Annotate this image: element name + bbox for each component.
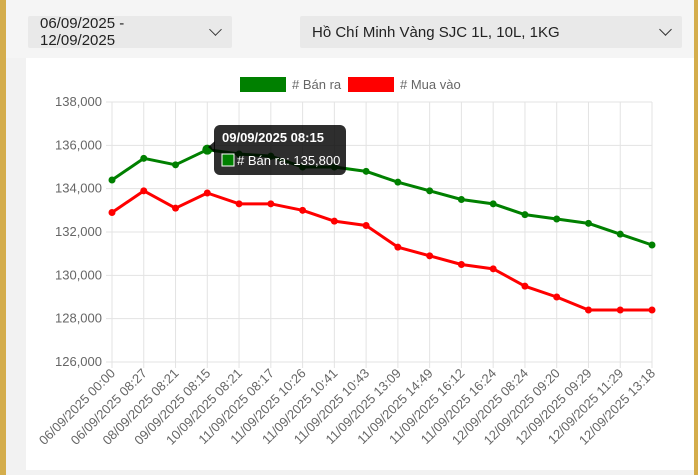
tooltip-caret	[208, 141, 215, 153]
left-gold-border	[0, 0, 6, 475]
data-point	[648, 241, 656, 249]
tooltip-swatch	[221, 153, 235, 167]
date-range-value: 06/09/2025 - 12/09/2025	[40, 15, 125, 49]
data-point	[140, 187, 148, 195]
data-point	[489, 200, 497, 208]
tooltip: 09/09/2025 08:15 # Bán ra: 135,800	[208, 125, 346, 175]
tooltip-box	[214, 125, 346, 175]
data-point	[521, 282, 529, 290]
data-point	[457, 261, 465, 268]
data-point	[426, 252, 434, 260]
data-point	[299, 206, 307, 214]
data-point	[172, 161, 180, 169]
tooltip-title: 09/09/2025 08:15	[222, 130, 324, 145]
data-point	[457, 196, 465, 203]
filter-bar: 06/09/2025 - 12/09/2025 Hồ Chí Minh Vàng…	[6, 0, 694, 58]
y-tick-label: 126,000	[55, 354, 102, 369]
data-point	[521, 211, 529, 219]
data-point	[108, 176, 116, 184]
data-point	[203, 189, 211, 197]
tooltip-label: # Bán ra: 135,800	[237, 153, 340, 168]
axes: 138,000 136,000 134,000 132,000 130,000 128,0…	[36, 94, 658, 448]
legend-swatch	[348, 77, 394, 92]
data-point	[489, 265, 497, 273]
right-gold-border	[694, 0, 698, 475]
legend-label: # Mua vào	[400, 77, 461, 92]
series-group	[108, 144, 656, 314]
data-point	[267, 200, 275, 208]
data-point	[648, 306, 656, 314]
y-tick-label: 132,000	[55, 224, 102, 239]
series-line	[111, 148, 653, 247]
legend-swatch	[240, 77, 286, 92]
y-tick-label: 136,000	[55, 137, 102, 152]
data-point	[394, 178, 402, 186]
data-point	[235, 200, 243, 208]
data-point	[172, 204, 180, 212]
gold-type-value: Hồ Chí Minh Vàng SJC 1L, 10L, 1KG	[312, 23, 560, 41]
data-point	[616, 306, 624, 314]
y-tick-label: 134,000	[55, 181, 102, 196]
data-point	[362, 167, 370, 175]
data-point	[394, 243, 402, 251]
legend-label: # Bán ra	[292, 77, 342, 92]
y-tick-label: 138,000	[55, 94, 102, 109]
data-point	[553, 215, 561, 223]
gold-type-select[interactable]: Hồ Chí Minh Vàng SJC 1L, 10L, 1KG	[300, 16, 682, 48]
data-point	[553, 293, 561, 301]
series-line	[111, 189, 652, 312]
y-tick-label: 128,000	[55, 311, 102, 326]
data-point	[584, 306, 592, 314]
data-point	[108, 209, 116, 216]
legend: # Bán ra # Mua vào	[240, 77, 461, 92]
data-point	[426, 187, 434, 195]
data-point	[616, 230, 624, 238]
chart-card	[26, 58, 694, 470]
data-point	[584, 219, 592, 227]
data-point	[140, 154, 148, 162]
y-tick-label: 130,000	[55, 267, 102, 282]
date-range-select[interactable]: 06/09/2025 - 12/09/2025	[28, 15, 232, 49]
data-point	[330, 217, 338, 225]
data-point	[362, 222, 370, 229]
